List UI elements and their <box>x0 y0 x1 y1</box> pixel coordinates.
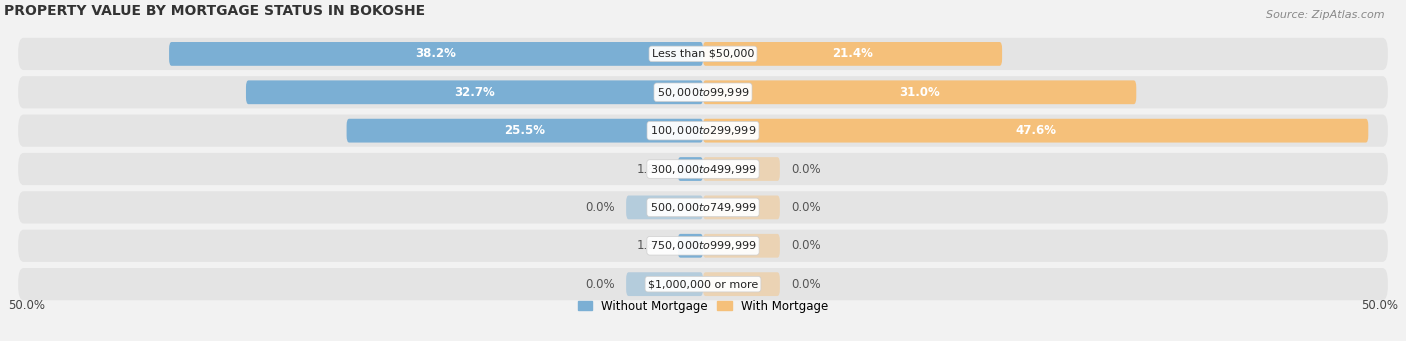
FancyBboxPatch shape <box>18 38 1388 70</box>
Text: 1.8%: 1.8% <box>637 163 666 176</box>
FancyBboxPatch shape <box>703 119 1368 143</box>
FancyBboxPatch shape <box>626 195 703 219</box>
FancyBboxPatch shape <box>626 272 703 296</box>
Text: 0.0%: 0.0% <box>792 163 821 176</box>
Text: $1,000,000 or more: $1,000,000 or more <box>648 279 758 289</box>
FancyBboxPatch shape <box>18 76 1388 108</box>
FancyBboxPatch shape <box>246 80 703 104</box>
FancyBboxPatch shape <box>703 195 780 219</box>
FancyBboxPatch shape <box>18 191 1388 223</box>
Text: Less than $50,000: Less than $50,000 <box>652 49 754 59</box>
Text: 50.0%: 50.0% <box>8 299 45 312</box>
FancyBboxPatch shape <box>169 42 703 66</box>
Text: 31.0%: 31.0% <box>900 86 941 99</box>
Text: 0.0%: 0.0% <box>585 278 614 291</box>
Text: Source: ZipAtlas.com: Source: ZipAtlas.com <box>1267 10 1385 20</box>
FancyBboxPatch shape <box>703 80 1136 104</box>
FancyBboxPatch shape <box>18 115 1388 147</box>
Text: 21.4%: 21.4% <box>832 47 873 60</box>
Text: 1.8%: 1.8% <box>637 239 666 252</box>
FancyBboxPatch shape <box>678 157 703 181</box>
Text: 0.0%: 0.0% <box>792 239 821 252</box>
Legend: Without Mortgage, With Mortgage: Without Mortgage, With Mortgage <box>574 295 832 317</box>
Text: 25.5%: 25.5% <box>505 124 546 137</box>
Text: 0.0%: 0.0% <box>792 278 821 291</box>
FancyBboxPatch shape <box>703 157 780 181</box>
Text: 50.0%: 50.0% <box>1361 299 1398 312</box>
Text: $100,000 to $299,999: $100,000 to $299,999 <box>650 124 756 137</box>
Text: $500,000 to $749,999: $500,000 to $749,999 <box>650 201 756 214</box>
FancyBboxPatch shape <box>18 153 1388 185</box>
Text: $50,000 to $99,999: $50,000 to $99,999 <box>657 86 749 99</box>
FancyBboxPatch shape <box>347 119 703 143</box>
Text: PROPERTY VALUE BY MORTGAGE STATUS IN BOKOSHE: PROPERTY VALUE BY MORTGAGE STATUS IN BOK… <box>4 4 425 18</box>
Text: 32.7%: 32.7% <box>454 86 495 99</box>
Text: 0.0%: 0.0% <box>792 201 821 214</box>
FancyBboxPatch shape <box>18 268 1388 300</box>
Text: 38.2%: 38.2% <box>416 47 457 60</box>
FancyBboxPatch shape <box>703 272 780 296</box>
Text: $750,000 to $999,999: $750,000 to $999,999 <box>650 239 756 252</box>
FancyBboxPatch shape <box>678 234 703 258</box>
Text: $300,000 to $499,999: $300,000 to $499,999 <box>650 163 756 176</box>
FancyBboxPatch shape <box>703 234 780 258</box>
FancyBboxPatch shape <box>18 229 1388 262</box>
Text: 0.0%: 0.0% <box>585 201 614 214</box>
Text: 47.6%: 47.6% <box>1015 124 1056 137</box>
FancyBboxPatch shape <box>703 42 1002 66</box>
